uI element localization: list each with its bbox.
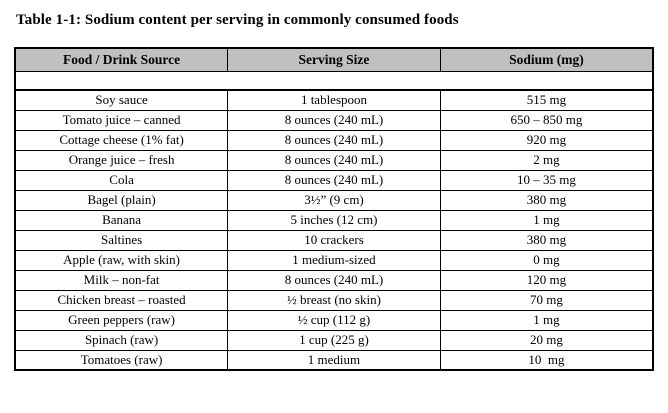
table-row: Apple (raw, with skin) 1 medium-sized 0 mg <box>14 249 654 271</box>
food-cell: Tomatoes (raw) <box>14 349 229 371</box>
serving-cell: ½ cup (112 g) <box>227 309 441 331</box>
sodium-cell: 920 mg <box>439 129 654 151</box>
food-cell: Saltines <box>14 229 229 251</box>
serving-cell: 5 inches (12 cm) <box>227 209 441 231</box>
table-row: Tomato juice – canned 8 ounces (240 mL) 65… <box>14 109 654 131</box>
table-row: Orange juice – fresh 8 ounces (240 mL) 2 m… <box>14 149 654 171</box>
sodium-cell: 515 mg <box>439 89 654 111</box>
sodium-cell: 10 mg <box>439 349 654 371</box>
food-cell: Bagel (plain) <box>14 189 229 211</box>
header-row: Food / Drink Source Serving Size Sodium … <box>14 47 654 72</box>
serving-cell: 1 medium <box>227 349 441 371</box>
table-body: Soy sauce 1 tablespoon 515 mg Tomato juice … <box>14 70 654 371</box>
spacer-cell <box>14 70 654 91</box>
serving-cell: 1 cup (225 g) <box>227 329 441 351</box>
serving-cell: 8 ounces (240 mL) <box>227 149 441 171</box>
food-cell: Tomato juice – canned <box>14 109 229 131</box>
table-caption: Table 1-1: Sodium content per serving in… <box>16 12 459 28</box>
serving-cell: 8 ounces (240 mL) <box>227 129 441 151</box>
food-cell: Soy sauce <box>14 89 229 111</box>
table-row: Spinach (raw) 1 cup (225 g) 20 mg <box>14 329 654 351</box>
table-row: Cottage cheese (1% fat) 8 ounces (240 mL)… <box>14 129 654 151</box>
spacer-row <box>14 70 654 91</box>
sodium-cell: 1 mg <box>439 309 654 331</box>
sodium-cell: 10 – 35 mg <box>439 169 654 191</box>
food-cell: Orange juice – fresh <box>14 149 229 171</box>
table-row: Bagel (plain) 3½” (9 cm) 380 mg <box>14 189 654 211</box>
sodium-cell: 380 mg <box>439 229 654 251</box>
table-row: Green peppers (raw) ½ cup (112 g) 1 mg <box>14 309 654 331</box>
serving-cell: 10 crackers <box>227 229 441 251</box>
header-sodium-mg: Sodium (mg) <box>439 47 654 72</box>
serving-cell: 8 ounces (240 mL) <box>227 269 441 291</box>
food-cell: Apple (raw, with skin) <box>14 249 229 271</box>
sodium-cell: 120 mg <box>439 269 654 291</box>
serving-cell: 3½” (9 cm) <box>227 189 441 211</box>
sodium-cell: 1 mg <box>439 209 654 231</box>
food-cell: Chicken breast – roasted <box>14 289 229 311</box>
table-row: Saltines 10 crackers 380 mg <box>14 229 654 251</box>
table-row: Chicken breast – roasted ½ breast (no ski… <box>14 289 654 311</box>
serving-cell: 1 medium-sized <box>227 249 441 271</box>
food-cell: Milk – non-fat <box>14 269 229 291</box>
food-cell: Spinach (raw) <box>14 329 229 351</box>
sodium-cell: 380 mg <box>439 189 654 211</box>
sodium-cell: 20 mg <box>439 329 654 351</box>
food-cell: Green peppers (raw) <box>14 309 229 331</box>
sodium-cell: 650 – 850 mg <box>439 109 654 131</box>
serving-cell: 8 ounces (240 mL) <box>227 109 441 131</box>
table-row: Tomatoes (raw) 1 medium 10 mg <box>14 349 654 371</box>
serving-cell: ½ breast (no skin) <box>227 289 441 311</box>
header-serving-size: Serving Size <box>227 47 441 72</box>
table-row: Banana 5 inches (12 cm) 1 mg <box>14 209 654 231</box>
food-cell: Cottage cheese (1% fat) <box>14 129 229 151</box>
food-cell: Cola <box>14 169 229 191</box>
table-row: Milk – non-fat 8 ounces (240 mL) 120 mg <box>14 269 654 291</box>
food-cell: Banana <box>14 209 229 231</box>
sodium-cell: 70 mg <box>439 289 654 311</box>
sodium-cell: 0 mg <box>439 249 654 271</box>
serving-cell: 8 ounces (240 mL) <box>227 169 441 191</box>
sodium-cell: 2 mg <box>439 149 654 171</box>
table-row: Soy sauce 1 tablespoon 515 mg <box>14 89 654 111</box>
header-food-drink-source: Food / Drink Source <box>14 47 229 72</box>
sodium-table: Food / Drink Source Serving Size Sodium … <box>14 47 654 371</box>
serving-cell: 1 tablespoon <box>227 89 441 111</box>
table-row: Cola 8 ounces (240 mL) 10 – 35 mg <box>14 169 654 191</box>
